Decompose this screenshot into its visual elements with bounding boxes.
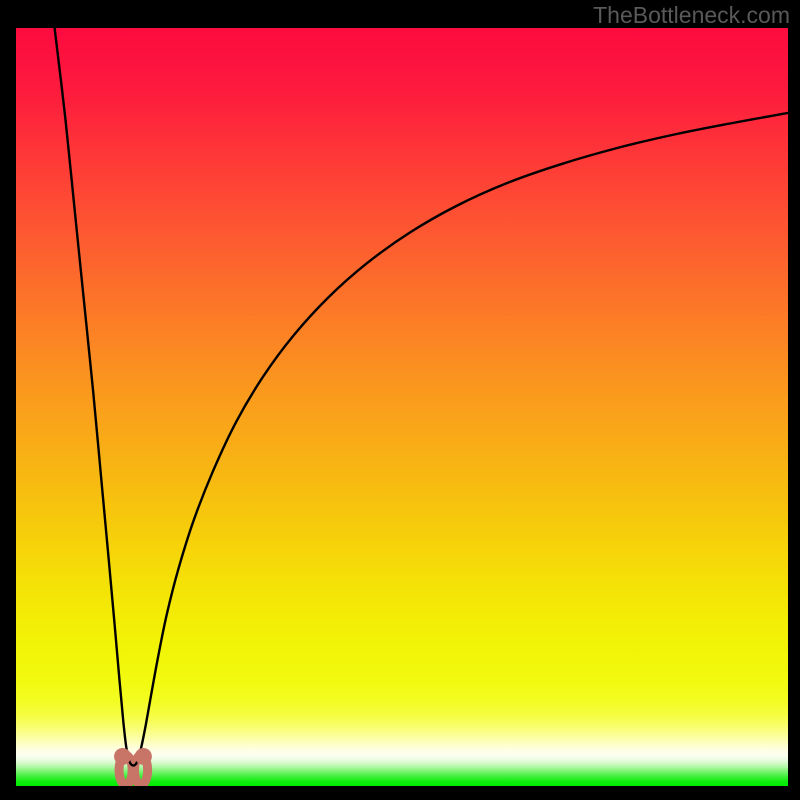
border-right <box>788 0 800 800</box>
min-dot <box>135 748 152 765</box>
border-left <box>0 0 16 800</box>
plot-area <box>16 28 788 786</box>
min-dot <box>114 748 131 765</box>
chart-stage: TheBottleneck.com <box>0 0 800 800</box>
attribution-label: TheBottleneck.com <box>593 2 790 29</box>
border-bottom <box>0 786 800 800</box>
gradient-background <box>16 28 788 786</box>
plot-svg <box>16 28 788 786</box>
